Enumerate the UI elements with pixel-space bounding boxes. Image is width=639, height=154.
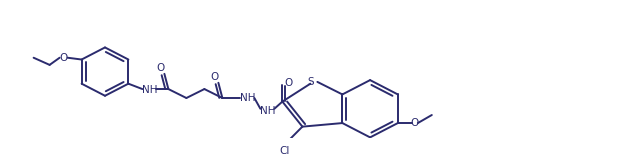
- Text: S: S: [307, 77, 314, 87]
- Text: O: O: [284, 78, 293, 88]
- Text: O: O: [157, 63, 164, 73]
- Text: NH: NH: [259, 105, 275, 116]
- Text: Cl: Cl: [279, 146, 289, 154]
- Text: O: O: [59, 53, 68, 63]
- Text: NH: NH: [142, 85, 157, 95]
- Text: O: O: [411, 118, 419, 128]
- Text: O: O: [210, 72, 219, 82]
- Text: NH: NH: [240, 93, 255, 103]
